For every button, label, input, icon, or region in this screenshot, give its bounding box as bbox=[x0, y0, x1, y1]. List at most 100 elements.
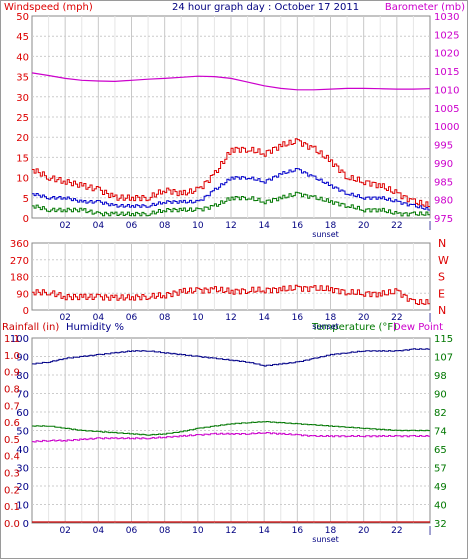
humidity-tick-label: 100 bbox=[10, 334, 29, 345]
x-tick-label: 18 bbox=[325, 526, 337, 536]
barometer-tick-label: 1005 bbox=[434, 104, 459, 115]
x-tick-label: 10 bbox=[192, 526, 204, 536]
x-tick-label: 16 bbox=[292, 221, 304, 231]
dewpoint-axis-label: Dew Point bbox=[393, 322, 443, 333]
x-tick-label: 12 bbox=[225, 221, 236, 231]
rainfall-tick-label: 1.0 bbox=[4, 351, 20, 362]
compass-tick-label: E bbox=[438, 287, 445, 300]
humidity-tick-label: 60 bbox=[16, 408, 29, 419]
rainfall-tick-label: 1.1 bbox=[4, 334, 20, 345]
x-tick-label: 06 bbox=[126, 221, 138, 231]
barometer-tick-label: 1000 bbox=[434, 122, 459, 133]
windspeed-gust-line bbox=[32, 138, 430, 207]
direction-tick-label: 0 bbox=[23, 306, 29, 317]
rainfall-tick-label: 0.2 bbox=[4, 485, 20, 496]
temperature-tick-label: 40 bbox=[434, 501, 447, 512]
rainfall-tick-label: 0.9 bbox=[4, 368, 20, 379]
humidity-tick-label: 80 bbox=[16, 371, 29, 382]
humidity-line bbox=[32, 348, 430, 367]
humidity-tick-label: 30 bbox=[16, 464, 29, 475]
temperature-tick-label: 107 bbox=[434, 353, 453, 364]
x-tick-label: 20 bbox=[358, 221, 370, 231]
barometer-tick-label: 980 bbox=[434, 196, 453, 207]
barometer-tick-label: 985 bbox=[434, 177, 453, 188]
x-tick-label: 08 bbox=[159, 526, 171, 536]
barometer-axis-label: Barometer (mb) bbox=[385, 2, 465, 13]
x-tick-label: 20 bbox=[358, 313, 370, 323]
sunset-marker: sunset bbox=[312, 535, 339, 544]
x-tick-label: 10 bbox=[192, 221, 204, 231]
rainfall-axis-label: Rainfall (in) bbox=[2, 322, 59, 333]
windspeed-tick-label: 50 bbox=[16, 12, 29, 23]
direction-tick-label: 180 bbox=[10, 273, 29, 284]
temperature-tick-label: 65 bbox=[434, 445, 447, 456]
temperature-axis-label: Temperature (°F) bbox=[311, 322, 397, 333]
x-tick-label: 20 bbox=[358, 526, 370, 536]
x-tick-label: 02 bbox=[59, 313, 70, 323]
barometer-tick-label: 995 bbox=[434, 141, 453, 152]
humidity-tick-label: 50 bbox=[16, 427, 29, 438]
barometer-tick-label: 1030 bbox=[434, 12, 459, 23]
barometer-line bbox=[31, 72, 431, 91]
rainfall-tick-label: 0.3 bbox=[4, 469, 20, 480]
windspeed-low-line bbox=[32, 191, 430, 217]
barometer-tick-label: 990 bbox=[434, 159, 453, 170]
direction-tick-label: 270 bbox=[10, 256, 29, 267]
rainfall-tick-label: 0.5 bbox=[4, 435, 20, 446]
rainfall-tick-label: 0.7 bbox=[4, 401, 20, 412]
temperature-tick-label: 32 bbox=[434, 519, 447, 530]
windspeed-tick-label: 40 bbox=[16, 52, 29, 63]
windspeed-tick-label: 30 bbox=[16, 93, 29, 104]
x-tick-label: 02 bbox=[59, 526, 70, 536]
temperature-tick-label: 57 bbox=[434, 464, 447, 475]
windspeed-tick-label: 20 bbox=[16, 133, 29, 144]
x-tick-label: 06 bbox=[126, 526, 138, 536]
x-tick-label: 18 bbox=[325, 313, 337, 323]
temperature-tick-label: 82 bbox=[434, 408, 447, 419]
barometer-tick-label: 1015 bbox=[434, 67, 459, 78]
x-tick-label: 22 bbox=[391, 221, 402, 231]
x-tick-label: | bbox=[428, 221, 431, 231]
x-tick-label: 16 bbox=[292, 313, 304, 323]
barometer-tick-label: 975 bbox=[434, 214, 453, 225]
barometer-tick-label: 1025 bbox=[434, 30, 459, 41]
windspeed-tick-label: 10 bbox=[16, 174, 29, 185]
x-tick-label: 16 bbox=[292, 526, 304, 536]
x-tick-label: 22 bbox=[391, 526, 402, 536]
humidity-tick-label: 10 bbox=[16, 501, 29, 512]
x-tick-label: 14 bbox=[258, 526, 270, 536]
x-tick-label: 18 bbox=[325, 221, 337, 231]
rainfall-tick-label: 0.1 bbox=[4, 502, 20, 513]
x-tick-label: 12 bbox=[225, 313, 236, 323]
x-tick-label: 12 bbox=[225, 526, 236, 536]
humidity-tick-label: 70 bbox=[16, 390, 29, 401]
direction-tick-label: 90 bbox=[16, 289, 29, 300]
compass-tick-label: W bbox=[438, 254, 449, 267]
temperature-line bbox=[32, 421, 430, 436]
windspeed-tick-label: 25 bbox=[16, 113, 29, 124]
temperature-tick-label: 49 bbox=[434, 482, 447, 493]
sunset-marker: sunset bbox=[312, 322, 339, 331]
compass-tick-label: S bbox=[438, 271, 445, 284]
temperature-tick-label: 98 bbox=[434, 371, 447, 382]
windspeed-tick-label: 45 bbox=[16, 32, 29, 43]
humidity-axis-label: Humidity % bbox=[66, 322, 124, 333]
rainfall-tick-label: 0.4 bbox=[4, 452, 20, 463]
x-tick-label: 10 bbox=[192, 313, 204, 323]
humidity-tick-label: 20 bbox=[16, 482, 29, 493]
windspeed-average-line bbox=[32, 168, 430, 211]
x-tick-label: 08 bbox=[159, 221, 171, 231]
temperature-tick-label: 115 bbox=[434, 334, 453, 345]
humidity-tick-label: 0 bbox=[23, 519, 29, 530]
x-tick-label: 22 bbox=[391, 313, 402, 323]
sunset-marker: sunset bbox=[312, 230, 339, 239]
wind-direction-line bbox=[32, 284, 430, 305]
rainfall-tick-label: 0.8 bbox=[4, 384, 20, 395]
windspeed-axis-label: Windspeed (mph) bbox=[4, 2, 93, 13]
x-tick-label: 04 bbox=[93, 221, 105, 231]
chart-title: 24 hour graph day : October 17 2011 bbox=[172, 2, 359, 13]
humidity-tick-label: 40 bbox=[16, 445, 29, 456]
rainfall-tick-label: 0.6 bbox=[4, 418, 20, 429]
